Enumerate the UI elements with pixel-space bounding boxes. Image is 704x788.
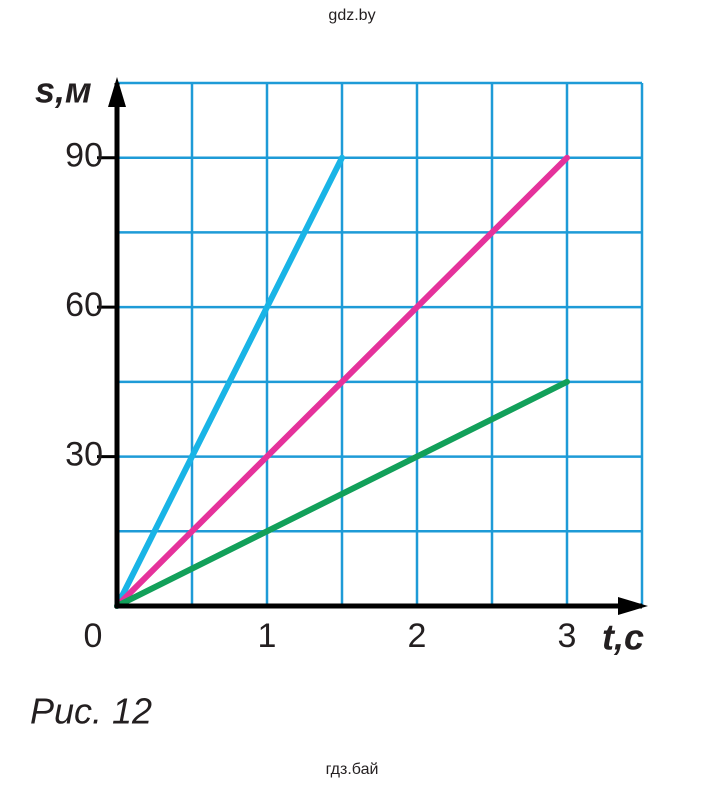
x-tick-label: 0 — [84, 617, 103, 655]
y-tick-label: 30 — [65, 436, 103, 474]
grid — [97, 81, 644, 606]
watermark: gdz.by — [328, 7, 375, 24]
x-tick-label: 1 — [258, 617, 277, 655]
y-tick-label: 90 — [65, 137, 103, 175]
plot-area — [114, 154, 570, 609]
y-tick-label: 60 — [65, 286, 103, 324]
x-arrow — [618, 597, 648, 615]
line-series — [114, 154, 345, 609]
y-arrow — [108, 77, 126, 107]
line-series — [114, 154, 570, 609]
line-series — [114, 378, 570, 609]
x-axis-label: t,с — [602, 617, 644, 658]
x-tick-label: 2 — [408, 617, 427, 655]
caption: Рис. 12 — [30, 691, 152, 732]
y-axis-label: s,м — [35, 70, 92, 111]
x-tick-label: 3 — [558, 617, 577, 655]
watermark: гдз.бай — [326, 761, 379, 778]
